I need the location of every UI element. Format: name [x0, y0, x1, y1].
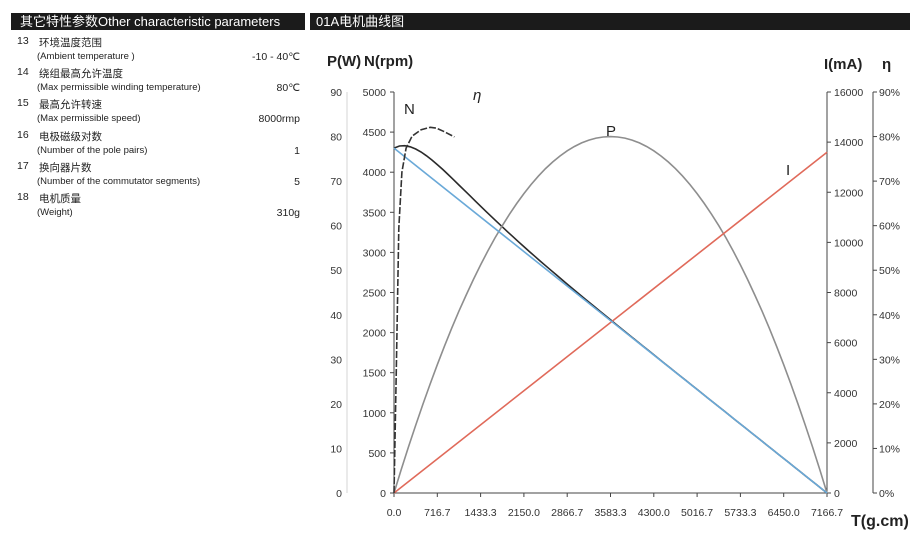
p-tick-label: 40	[330, 310, 342, 322]
p-tick-label: 50	[330, 265, 342, 277]
eta-axis-title: η	[882, 56, 891, 73]
param-value: 8000rmp	[258, 113, 300, 125]
n-tick-label: 5000	[363, 87, 387, 99]
n-tick-label: 3000	[363, 247, 387, 259]
param-value: -10 - 40℃	[252, 51, 300, 63]
param-number: 14	[17, 66, 29, 78]
param-name-en: (Ambient temperature )	[37, 51, 135, 62]
n-series-label: N	[404, 101, 415, 118]
param-name-cn: 电机质量	[39, 193, 81, 205]
param-name-cn: 电极磁级对数	[39, 131, 102, 143]
eta-series-label: η	[473, 87, 481, 104]
motor-curve-chart: 0 10 20 30 40 50 60 70 80 90 0 500 1000 1500 2000 2500 3…	[327, 53, 909, 530]
x-tick-label: 0.0	[387, 507, 402, 519]
param-name-en: (Max permissible winding temperature)	[37, 82, 201, 93]
param-number: 17	[17, 160, 29, 172]
eta-tick-label: 90%	[879, 87, 900, 99]
x-tick-label: 716.7	[424, 507, 450, 519]
params-header: 其它特性参数Other characteristic parameters	[11, 13, 305, 30]
x-tick-label: 3583.3	[594, 507, 626, 519]
x-tick-label: 5016.7	[681, 507, 713, 519]
param-name-en: (Max permissible speed)	[37, 113, 141, 124]
i-tick-label: 2000	[834, 438, 858, 450]
param-row: 13 环境温度范围 (Ambient temperature ) -10 - 4…	[0, 35, 310, 67]
p-tick-label: 60	[330, 221, 342, 233]
chart-header: 01A电机曲线图	[310, 13, 910, 30]
i-axis-title: I(mA)	[824, 56, 862, 73]
p-axis-title: P(W)	[327, 53, 361, 70]
p-tick-label: 0	[336, 488, 342, 500]
eta-tick-label: 20%	[879, 399, 900, 411]
p-tick-label: 80	[330, 132, 342, 144]
x-tick-label: 2866.7	[551, 507, 583, 519]
p-tick-label: 90	[330, 87, 342, 99]
i-tick-label: 6000	[834, 338, 858, 350]
current-line	[393, 151, 828, 494]
p-tick-label: 70	[330, 176, 342, 188]
param-value: 310g	[276, 207, 300, 219]
eta-tick-label: 40%	[879, 310, 900, 322]
p-tick-label: 20	[330, 399, 342, 411]
param-number: 16	[17, 129, 29, 141]
x-tick-label: 2150.0	[508, 507, 540, 519]
i-tick-label: 12000	[834, 187, 863, 199]
param-name-en: (Weight)	[37, 207, 73, 218]
n-tick-label: 0	[380, 488, 386, 500]
n-tick-label: 3500	[363, 207, 387, 219]
i-tick-label: 14000	[834, 137, 863, 149]
param-row: 15 最高允许转速 (Max permissible speed) 8000rm…	[0, 97, 310, 129]
n-tick-label: 1000	[363, 408, 387, 420]
param-value: 5	[294, 176, 300, 188]
eta-tick-label: 30%	[879, 354, 900, 366]
param-number: 15	[17, 97, 29, 109]
param-number: 13	[17, 35, 29, 47]
i-tick-label: 16000	[834, 87, 863, 99]
n-tick-label: 2500	[363, 288, 387, 300]
eta-tick-label: 10%	[879, 443, 900, 455]
x-tick-label: 1433.3	[465, 507, 497, 519]
param-name-cn: 换向器片数	[39, 162, 92, 174]
param-row: 16 电极磁级对数 (Number of the pole pairs) 1	[0, 129, 310, 161]
eta-tick-label: 70%	[879, 176, 900, 188]
param-row: 18 电机质量 (Weight) 310g	[0, 191, 310, 223]
i-series-label: I	[786, 162, 790, 179]
blue-line	[393, 147, 828, 494]
eta-tick-label: 50%	[879, 265, 900, 277]
x-tick-label: 7166.7	[811, 507, 843, 519]
param-name-cn: 绕组最高允许温度	[39, 68, 123, 80]
n-tick-label: 4500	[363, 127, 387, 139]
p-tick-label: 30	[330, 354, 342, 366]
param-value: 1	[294, 145, 300, 157]
n-tick-label: 4000	[363, 167, 387, 179]
param-number: 18	[17, 191, 29, 203]
param-name-en: (Number of the pole pairs)	[37, 145, 148, 156]
i-tick-label: 0	[834, 488, 840, 500]
param-name-cn: 环境温度范围	[39, 37, 102, 49]
eta-tick-label: 80%	[879, 132, 900, 144]
n-axis-title: N(rpm)	[364, 53, 413, 70]
x-tick-label: 6450.0	[768, 507, 800, 519]
param-name-en: (Number of the commutator segments)	[37, 176, 201, 187]
param-name-cn: 最高允许转速	[39, 99, 102, 111]
n-tick-label: 2000	[363, 328, 387, 340]
x-tick-label: 5733.3	[724, 507, 756, 519]
param-row: 14 绕组最高允许温度 (Max permissible winding tem…	[0, 66, 310, 98]
i-tick-label: 8000	[834, 288, 858, 300]
eta-tick-label: 0%	[879, 488, 894, 500]
n-tick-label: 1500	[363, 368, 387, 380]
param-value: 80℃	[276, 82, 300, 94]
p-tick-label: 10	[330, 443, 342, 455]
efficiency-curve	[393, 126, 455, 494]
x-axis-title: T(g.cm)	[851, 513, 909, 530]
param-row: 17 换向器片数 (Number of the commutator segme…	[0, 160, 310, 192]
n-tick-label: 500	[368, 448, 386, 460]
i-tick-label: 4000	[834, 388, 858, 400]
eta-tick-label: 60%	[879, 221, 900, 233]
i-tick-label: 10000	[834, 237, 863, 249]
p-series-label: P	[606, 123, 616, 140]
power-curve	[393, 135, 828, 494]
x-tick-label: 4300.0	[638, 507, 670, 519]
